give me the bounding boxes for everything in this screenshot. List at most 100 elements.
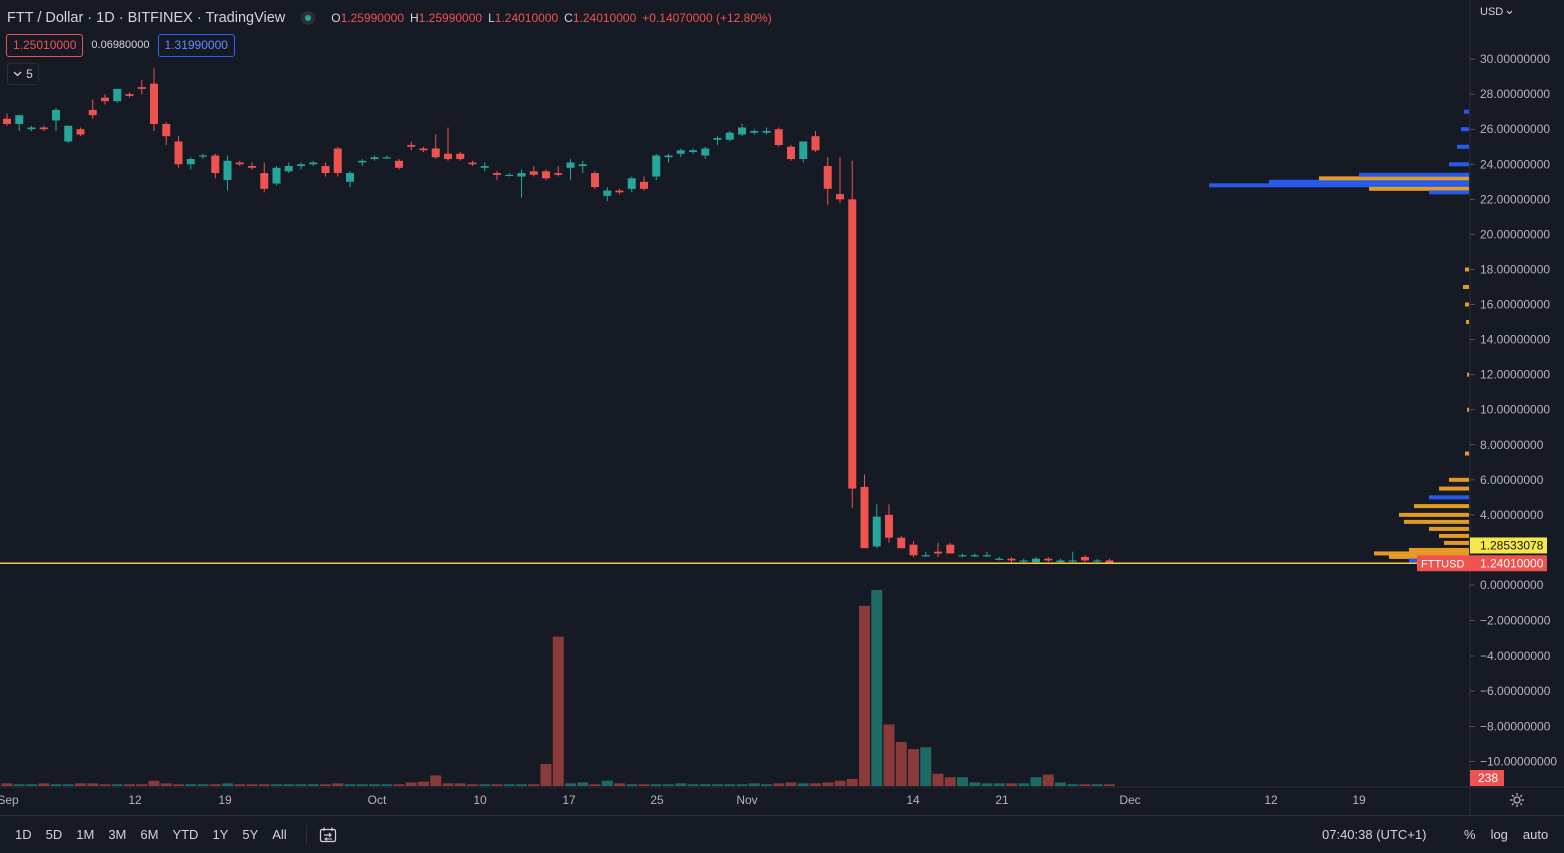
price-tick-label: 28.00000000 [1480,87,1550,101]
range-1y-button[interactable]: 1Y [212,827,229,842]
go-to-date-icon[interactable] [319,827,337,843]
volume-bar [1,783,13,786]
candle-body [566,162,575,168]
time-tick-label: 25 [650,793,664,807]
candle-body [211,155,220,174]
symbol-tag-label: FTTUSD [1421,558,1464,570]
profile-row [1359,172,1469,177]
range-3m-button[interactable]: 3M [108,827,127,842]
sell-price-button[interactable]: 1.25010000 [6,34,84,57]
market-status-icon[interactable] [301,11,316,25]
time-tick-label: 17 [562,793,576,807]
volume-bar [38,783,50,786]
profile-row [1463,284,1469,289]
candle-body [713,137,722,140]
volume-bar [258,784,270,786]
range-5d-button[interactable]: 5D [45,827,63,842]
chart-canvas[interactable]: 30.00000000 28.00000000 26.00000000 24.0000… [0,0,1564,815]
range-all-button[interactable]: All [272,827,287,842]
volume-bar [418,781,429,786]
candle-body [762,130,771,133]
volume-bar [650,784,662,786]
volume-bar [1104,784,1115,786]
volume-bar [773,783,785,786]
profile-row [1429,526,1469,531]
profile-row [1374,551,1469,556]
time-tick-label: Nov [736,793,757,807]
volume-bar [430,775,442,786]
volume-bar [209,784,221,786]
price-tick-label: 0.00000000 [1480,578,1544,592]
candle-body [676,150,685,154]
log-scale-toggle[interactable]: log [1490,827,1508,842]
percent-scale-toggle[interactable]: % [1464,827,1476,842]
symbol-title[interactable]: FTT / Dollar · 1D · BITFINEX · TradingVi… [7,10,286,26]
indicators-collapse-button[interactable]: 5 [7,63,39,85]
volume-bar [516,784,527,786]
candle-body [162,123,171,137]
volume-bar [307,784,319,786]
range-1d-button[interactable]: 1D [15,827,32,842]
time-tick-label: 10 [473,793,487,807]
range-6m-button[interactable]: 6M [140,827,159,842]
candle-body [958,555,967,557]
profile-row [1449,477,1469,482]
gear-icon[interactable] [1509,792,1525,808]
volume-bar [222,783,233,786]
candle-body [480,166,489,168]
volume-bar [785,782,797,786]
currency-selector[interactable]: USD [1480,6,1513,18]
candle-body [235,162,244,165]
range-ytd-button[interactable]: YTD [172,827,199,842]
volume-bar [75,783,86,786]
price-tick-label: −10.00000000 [1480,755,1557,769]
volume-bar [638,784,650,786]
candle-body [517,173,526,177]
candle-body [493,173,501,175]
price-tick-label: 30.00000000 [1480,52,1550,66]
candle-body [248,166,256,168]
time-tick-label: 14 [906,793,920,807]
volume-bar [822,782,834,786]
price-tick-label: 20.00000000 [1480,227,1550,241]
volume-bar [393,784,405,786]
candle-body [542,171,550,179]
candle-body [921,555,930,557]
volume-bar [87,783,99,786]
price-tick-label: 10.00000000 [1480,403,1550,417]
volume-bar [724,784,736,786]
price-tick-label: 8.00000000 [1480,438,1544,452]
time-zone-clock[interactable]: 07:40:38 (UTC+1) [1322,827,1427,842]
volume-bar [540,764,552,786]
candle-body [689,150,697,153]
price-scale[interactable]: 30.00000000 28.00000000 26.00000000 24.0000… [1470,52,1557,769]
candle-body [333,148,342,174]
candle-body [1044,558,1053,561]
volume-bar [736,784,748,786]
auto-scale-toggle[interactable]: auto [1522,827,1549,842]
candle-body [260,173,269,189]
candle-body [578,164,587,167]
candle-body [358,160,367,163]
candle-body [199,155,207,157]
volume-bar [834,780,846,786]
symbol-legend: FTT / Dollar · 1D · BITFINEX · TradingVi… [7,8,772,28]
volume-bar [871,590,883,786]
volume-bar [1006,783,1017,786]
candle-body [284,166,293,172]
range-1m-button[interactable]: 1M [76,827,95,842]
time-scale[interactable]: Sep 12 19 Oct 10 17 25 Nov 14 21 Dec 12 19 [0,793,1366,807]
time-tick-label: 12 [128,793,142,807]
volume-bar [797,783,809,786]
time-tick-label: 19 [1352,793,1366,807]
volume-bar [160,783,172,786]
candle-body [823,166,832,189]
candle-body [505,174,514,176]
profile-row [1369,186,1469,191]
chevron-down-icon [1506,10,1513,15]
buy-price-button[interactable]: 1.31990000 [157,34,235,57]
volume-bars [1,590,1115,786]
volume-bar [1030,777,1042,786]
candle-body [946,544,955,554]
range-5y-button[interactable]: 5Y [242,827,259,842]
